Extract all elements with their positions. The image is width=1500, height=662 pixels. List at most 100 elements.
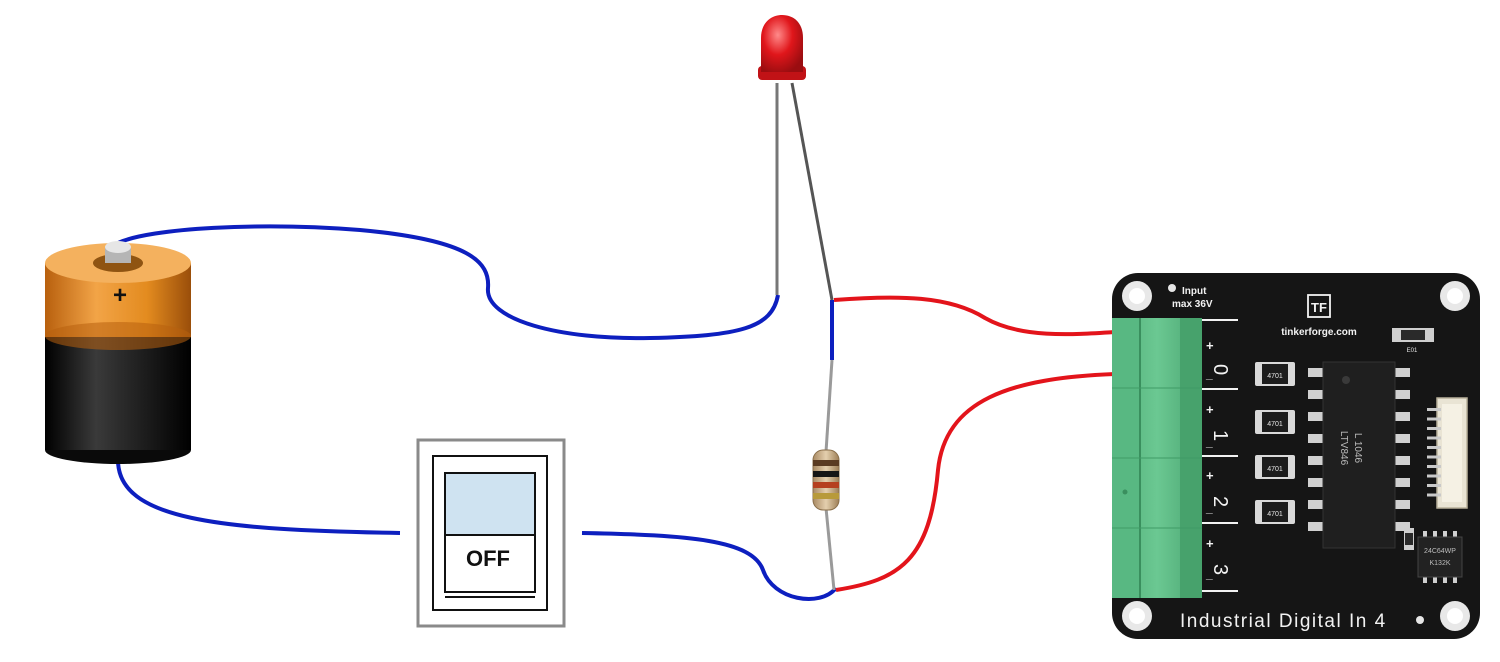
chip-pin xyxy=(1394,434,1410,443)
resistor-band xyxy=(813,493,839,499)
channel-0: + 0 _ xyxy=(1205,338,1231,381)
connector-pin xyxy=(1427,408,1441,411)
connector-pin xyxy=(1427,446,1441,449)
resistor-band xyxy=(813,460,839,466)
input-max-voltage: max 36V xyxy=(1172,299,1213,310)
svg-text:4701: 4701 xyxy=(1267,421,1283,428)
channel-2-number: 2 xyxy=(1209,496,1231,507)
chip-pins xyxy=(1308,368,1410,531)
eeprom-pin xyxy=(1423,531,1427,538)
switch-state-label: OFF xyxy=(466,546,510,571)
channel-0-plus: + xyxy=(1206,338,1214,353)
chip-pin xyxy=(1308,368,1324,377)
input-label: Input xyxy=(1182,286,1207,297)
brand-text: tinkerforge.com xyxy=(1281,327,1357,338)
connector-pin xyxy=(1427,417,1441,421)
chip-pin xyxy=(1394,456,1410,465)
eeprom-marking-2: K132K xyxy=(1429,560,1450,567)
mounting-hole-center xyxy=(1129,608,1145,624)
svg-text:4701: 4701 xyxy=(1267,466,1283,473)
smd-resistor: 4701 xyxy=(1255,362,1295,386)
resistor-bands xyxy=(813,460,839,499)
battery-plus-sign: + xyxy=(113,282,127,309)
terminal-seams xyxy=(1112,387,1202,529)
terminal-marker xyxy=(1122,489,1128,495)
eeprom-pin xyxy=(1423,576,1427,583)
smd-resistor: 4701 xyxy=(1255,500,1295,524)
resistor-band xyxy=(813,471,839,477)
eeprom-pin xyxy=(1433,576,1437,583)
chip-body xyxy=(1322,361,1396,549)
chip-pin xyxy=(1308,434,1324,443)
logo-text: TF xyxy=(1311,300,1327,315)
mounting-hole-center xyxy=(1129,288,1145,304)
eeprom-pin xyxy=(1453,531,1457,538)
board-name: Industrial Digital In 4 xyxy=(1180,611,1387,632)
chip-pin1-marker xyxy=(1342,376,1350,384)
chip-marking-1: L 1046 xyxy=(1352,433,1363,464)
chip-pin xyxy=(1394,478,1410,487)
battery-black-body xyxy=(45,335,191,450)
connector-pins xyxy=(1427,408,1441,497)
channel-3-plus: + xyxy=(1206,536,1214,551)
chip-pin xyxy=(1308,456,1324,465)
connector-pin xyxy=(1427,427,1441,430)
chip-pin xyxy=(1394,412,1410,421)
switch-rocker[interactable] xyxy=(444,534,536,593)
battery: + xyxy=(45,241,191,464)
mounting-holes xyxy=(1122,281,1470,631)
channel-3-number: 3 xyxy=(1209,564,1231,575)
chip-pin xyxy=(1308,478,1324,487)
chip-pin xyxy=(1394,500,1410,509)
chip-marking-2: LTV846 xyxy=(1338,431,1349,466)
switch-window xyxy=(444,472,536,536)
svg-text:4701: 4701 xyxy=(1267,373,1283,380)
eeprom-chip: 24C64WP K132K xyxy=(1404,528,1463,583)
wire-battery-to-switch[interactable] xyxy=(116,459,401,535)
channel-1-minus: _ xyxy=(1205,435,1213,449)
red-led xyxy=(758,15,834,301)
mounting-hole-center xyxy=(1447,288,1463,304)
channel-2-plus: + xyxy=(1206,468,1214,483)
channel-3-minus: _ xyxy=(1205,567,1213,581)
channel-0-number: 0 xyxy=(1209,364,1231,375)
battery-plus-terminal[interactable] xyxy=(105,241,131,253)
optocoupler-chip: L 1046 LTV846 xyxy=(1308,361,1410,549)
eeprom-body xyxy=(1417,536,1463,578)
led-dome xyxy=(761,15,803,72)
chip-pin xyxy=(1308,522,1324,531)
chip-pin xyxy=(1308,500,1324,509)
wire-switch-to-resistor[interactable] xyxy=(581,531,838,601)
resistor-top-lead xyxy=(824,359,834,453)
mounting-hole-center xyxy=(1447,608,1463,624)
wire-battery-to-led[interactable] xyxy=(117,224,780,341)
connector-pin xyxy=(1427,493,1441,497)
eeprom-pin xyxy=(1433,531,1437,538)
smd-resistors: 4701 4701 4701 4701 xyxy=(1255,362,1295,524)
eeprom-pin xyxy=(1443,531,1447,538)
eeprom-pin xyxy=(1453,576,1457,583)
chip-pin xyxy=(1308,412,1324,421)
bricklet-connector[interactable] xyxy=(1427,397,1468,509)
battery-band-edge xyxy=(45,322,191,350)
wire-red-channel0-plus[interactable] xyxy=(833,295,1116,337)
smd-resistor: 4701 xyxy=(1255,455,1295,479)
resistor-body xyxy=(812,449,840,511)
chip-pin xyxy=(1394,368,1410,377)
rocker-switch[interactable]: OFF xyxy=(416,438,566,628)
svg-text:E01: E01 xyxy=(1407,348,1418,354)
wire-red-channel0-minus[interactable] xyxy=(835,372,1116,592)
wires xyxy=(116,224,1116,601)
channel-1-plus: + xyxy=(1206,402,1214,417)
connector-pin xyxy=(1427,436,1441,440)
channel-separators xyxy=(1202,319,1238,592)
chip-pin xyxy=(1308,390,1324,399)
status-led-component: E01 xyxy=(1392,328,1434,354)
chip-pin xyxy=(1394,390,1410,399)
resistor-band xyxy=(813,482,839,488)
board-name-dot xyxy=(1416,616,1424,624)
channel-3: + 3 _ xyxy=(1205,536,1231,581)
eeprom-pin xyxy=(1443,576,1447,583)
channel-0-minus: _ xyxy=(1205,367,1213,381)
